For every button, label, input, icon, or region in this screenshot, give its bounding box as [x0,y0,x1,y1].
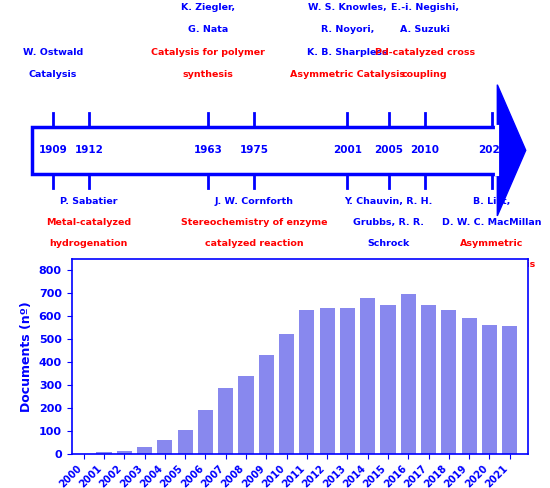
Bar [117,450,132,454]
Text: Metal-catalyzed: Metal-catalyzed [46,218,131,227]
Text: catalyzed reaction: catalyzed reaction [205,239,304,248]
Bar [258,355,274,454]
Bar [482,325,497,454]
Y-axis label: Documents (nº): Documents (nº) [20,301,33,411]
Text: Schrock: Schrock [367,239,410,248]
Text: Asymmetric: Asymmetric [460,239,524,248]
Bar [96,452,112,454]
Text: Y. Chauvin, R. H.: Y. Chauvin, R. H. [344,197,433,206]
Bar [137,447,152,454]
Text: D. W. C. MacMillan: D. W. C. MacMillan [442,218,542,227]
Text: Catalysis: Catalysis [29,70,77,79]
Bar [320,308,335,454]
Text: coupling: coupling [402,70,448,79]
Text: hydrogenation: hydrogenation [50,239,128,248]
Text: 2001: 2001 [333,145,362,155]
Text: Pd-catalyzed cross: Pd-catalyzed cross [375,48,475,57]
Bar [401,294,416,454]
Text: 1975: 1975 [240,145,269,155]
Bar [421,305,436,454]
Text: K. Ziegler,: K. Ziegler, [181,3,235,12]
Text: Stereochemistry of enzyme: Stereochemistry of enzyme [181,218,328,227]
Bar [218,388,233,454]
Text: Organocatalysis: Organocatalysis [449,261,535,269]
Text: Asymmetric Catalysis: Asymmetric Catalysis [290,70,405,79]
Bar [157,440,173,454]
Text: Olefin Metathesis: Olefin Metathesis [342,261,436,269]
Text: 2021: 2021 [477,145,507,155]
Text: R. Noyori,: R. Noyori, [321,25,374,34]
Bar [502,326,518,454]
Bar [340,308,355,454]
Bar [238,376,254,454]
Text: W. Ostwald: W. Ostwald [23,48,83,57]
Text: Catalysis for polymer: Catalysis for polymer [151,48,265,57]
Text: G. Nata: G. Nata [188,25,228,34]
Bar [299,310,315,454]
Bar [32,127,497,174]
Polygon shape [497,85,526,216]
Bar [178,430,192,454]
Text: synthesis: synthesis [183,70,233,79]
Text: Grubbs, R. R.: Grubbs, R. R. [353,218,424,227]
Bar [441,310,456,454]
Text: E.-i. Negishi,: E.-i. Negishi, [391,3,459,12]
Bar [279,334,294,454]
Text: W. S. Knowles,: W. S. Knowles, [308,3,387,12]
Bar [381,305,395,454]
Bar [198,409,213,454]
Text: 2005: 2005 [374,145,403,155]
Text: J. W. Cornforth: J. W. Cornforth [215,197,294,206]
Text: 2010: 2010 [410,145,439,155]
Text: A. Suzuki: A. Suzuki [400,25,450,34]
Text: P. Sabatier: P. Sabatier [60,197,118,206]
Text: 1909: 1909 [39,145,67,155]
Bar [360,298,375,454]
Text: K. B. Sharpless: K. B. Sharpless [307,48,388,57]
Text: 1912: 1912 [74,145,103,155]
Text: 1963: 1963 [194,145,222,155]
Text: B. List,: B. List, [474,197,511,206]
Bar [461,318,477,454]
